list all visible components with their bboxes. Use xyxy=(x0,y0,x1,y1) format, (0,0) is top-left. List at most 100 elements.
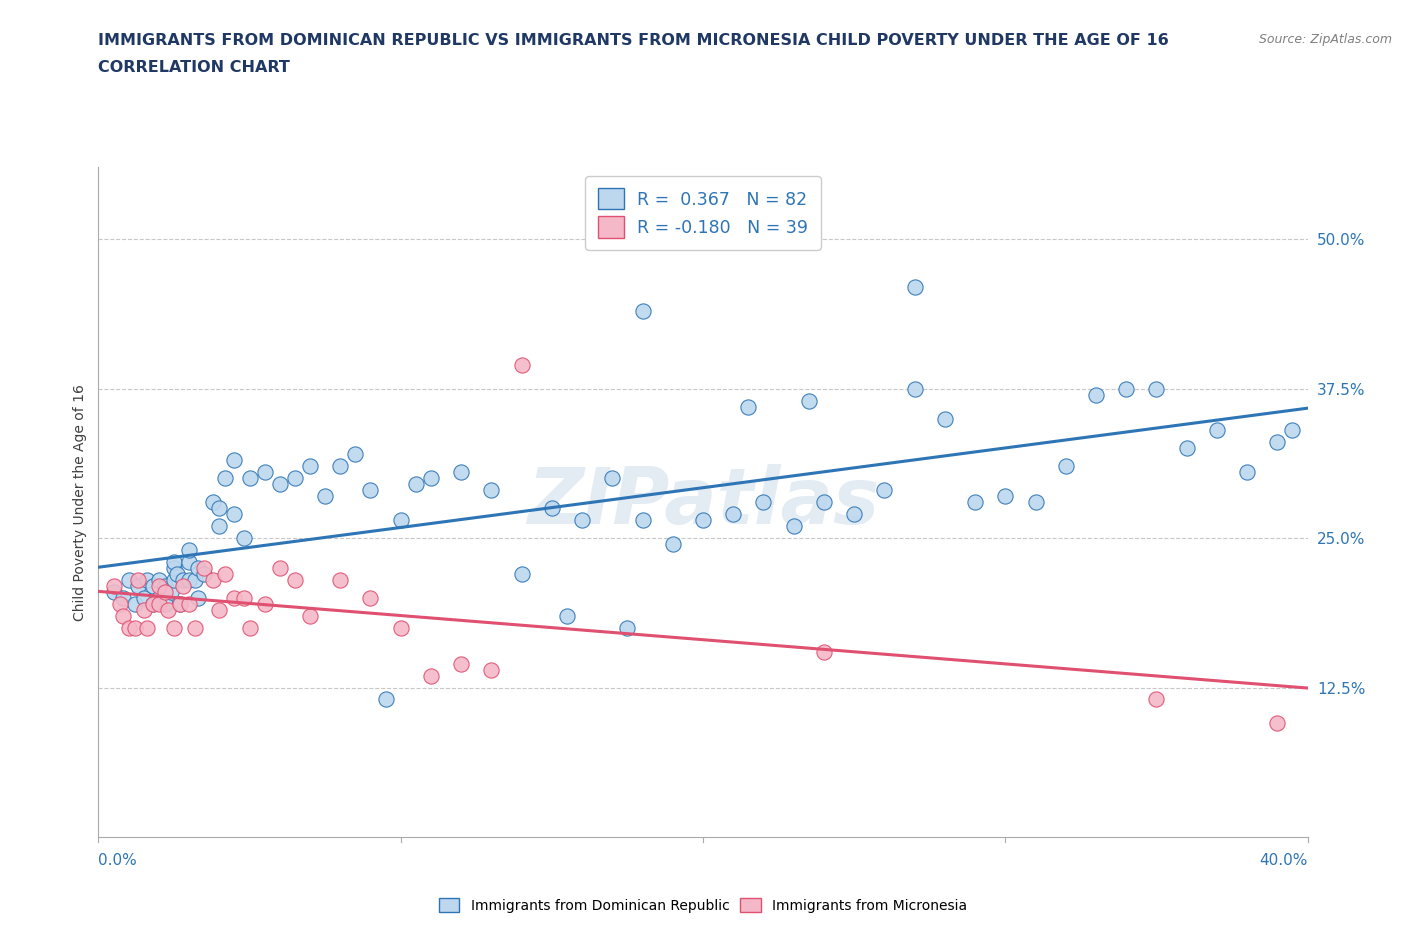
Point xyxy=(481,662,503,677)
Point xyxy=(177,573,201,588)
Point xyxy=(269,561,291,576)
Point xyxy=(103,584,125,599)
Point xyxy=(142,596,165,611)
Point xyxy=(187,591,209,605)
Point xyxy=(813,644,835,659)
Point xyxy=(103,578,125,593)
Point xyxy=(269,477,291,492)
Point xyxy=(1175,441,1198,456)
Point xyxy=(284,471,307,485)
Point xyxy=(208,603,231,618)
Point xyxy=(965,495,987,510)
Point xyxy=(156,603,179,618)
Point xyxy=(253,596,276,611)
Point xyxy=(844,507,866,522)
Point xyxy=(224,591,246,605)
Point xyxy=(329,573,352,588)
Point xyxy=(177,542,201,557)
Point xyxy=(1265,435,1288,450)
Point xyxy=(1115,381,1137,396)
Point xyxy=(450,465,472,480)
Point xyxy=(284,573,307,588)
Point xyxy=(299,608,322,623)
Point xyxy=(193,566,215,581)
Point xyxy=(1144,381,1167,396)
Point xyxy=(1024,495,1046,510)
Point xyxy=(202,495,225,510)
Point xyxy=(184,620,207,635)
Point xyxy=(224,453,246,468)
Point xyxy=(135,573,157,588)
Point xyxy=(752,495,775,510)
Point xyxy=(616,620,638,635)
Point xyxy=(153,584,176,599)
Point xyxy=(360,483,382,498)
Point xyxy=(721,507,744,522)
Point xyxy=(148,578,170,593)
Point xyxy=(208,519,231,534)
Point xyxy=(389,620,412,635)
Point xyxy=(1206,423,1229,438)
Text: IMMIGRANTS FROM DOMINICAN REPUBLIC VS IMMIGRANTS FROM MICRONESIA CHILD POVERTY U: IMMIGRANTS FROM DOMINICAN REPUBLIC VS IM… xyxy=(98,33,1170,47)
Point xyxy=(232,531,254,546)
Point xyxy=(540,500,562,515)
Point xyxy=(148,573,170,588)
Point xyxy=(360,591,382,605)
Point xyxy=(153,578,176,593)
Text: Source: ZipAtlas.com: Source: ZipAtlas.com xyxy=(1258,33,1392,46)
Point xyxy=(571,512,593,527)
Point xyxy=(1236,465,1258,480)
Point xyxy=(661,537,683,551)
Point xyxy=(374,692,396,707)
Point xyxy=(177,554,201,569)
Point xyxy=(555,608,578,623)
Point xyxy=(224,507,246,522)
Point xyxy=(172,578,194,593)
Point xyxy=(239,620,262,635)
Point xyxy=(163,620,186,635)
Point xyxy=(1144,692,1167,707)
Point xyxy=(232,591,254,605)
Point xyxy=(1281,423,1303,438)
Point xyxy=(904,381,927,396)
Point xyxy=(602,471,624,485)
Text: CORRELATION CHART: CORRELATION CHART xyxy=(98,60,290,75)
Point xyxy=(177,596,201,611)
Point xyxy=(187,561,209,576)
Point xyxy=(510,357,533,372)
Point xyxy=(797,393,820,408)
Point xyxy=(127,578,149,593)
Text: ZIPatlas: ZIPatlas xyxy=(527,464,879,540)
Point xyxy=(1054,458,1077,473)
Point xyxy=(166,566,188,581)
Point xyxy=(419,471,441,485)
Point xyxy=(160,584,183,599)
Point xyxy=(510,566,533,581)
Point xyxy=(737,399,759,414)
Point xyxy=(904,280,927,295)
Point xyxy=(127,573,149,588)
Point xyxy=(163,573,186,588)
Point xyxy=(344,447,367,462)
Y-axis label: Child Poverty Under the Age of 16: Child Poverty Under the Age of 16 xyxy=(73,384,87,620)
Point xyxy=(184,573,207,588)
Point xyxy=(253,465,276,480)
Point xyxy=(118,620,141,635)
Point xyxy=(202,573,225,588)
Point xyxy=(419,668,441,683)
Point xyxy=(631,512,654,527)
Point xyxy=(873,483,896,498)
Point xyxy=(193,561,215,576)
Point xyxy=(214,566,236,581)
Point xyxy=(1265,716,1288,731)
Point xyxy=(111,591,134,605)
Point xyxy=(108,596,131,611)
Point xyxy=(163,561,186,576)
Point xyxy=(239,471,262,485)
Point xyxy=(172,573,194,588)
Point xyxy=(405,477,427,492)
Point xyxy=(124,620,146,635)
Text: 0.0%: 0.0% xyxy=(98,853,138,868)
Legend: R =  0.367   N = 82, R = -0.180   N = 39: R = 0.367 N = 82, R = -0.180 N = 39 xyxy=(585,176,821,249)
Text: 40.0%: 40.0% xyxy=(1260,853,1308,868)
